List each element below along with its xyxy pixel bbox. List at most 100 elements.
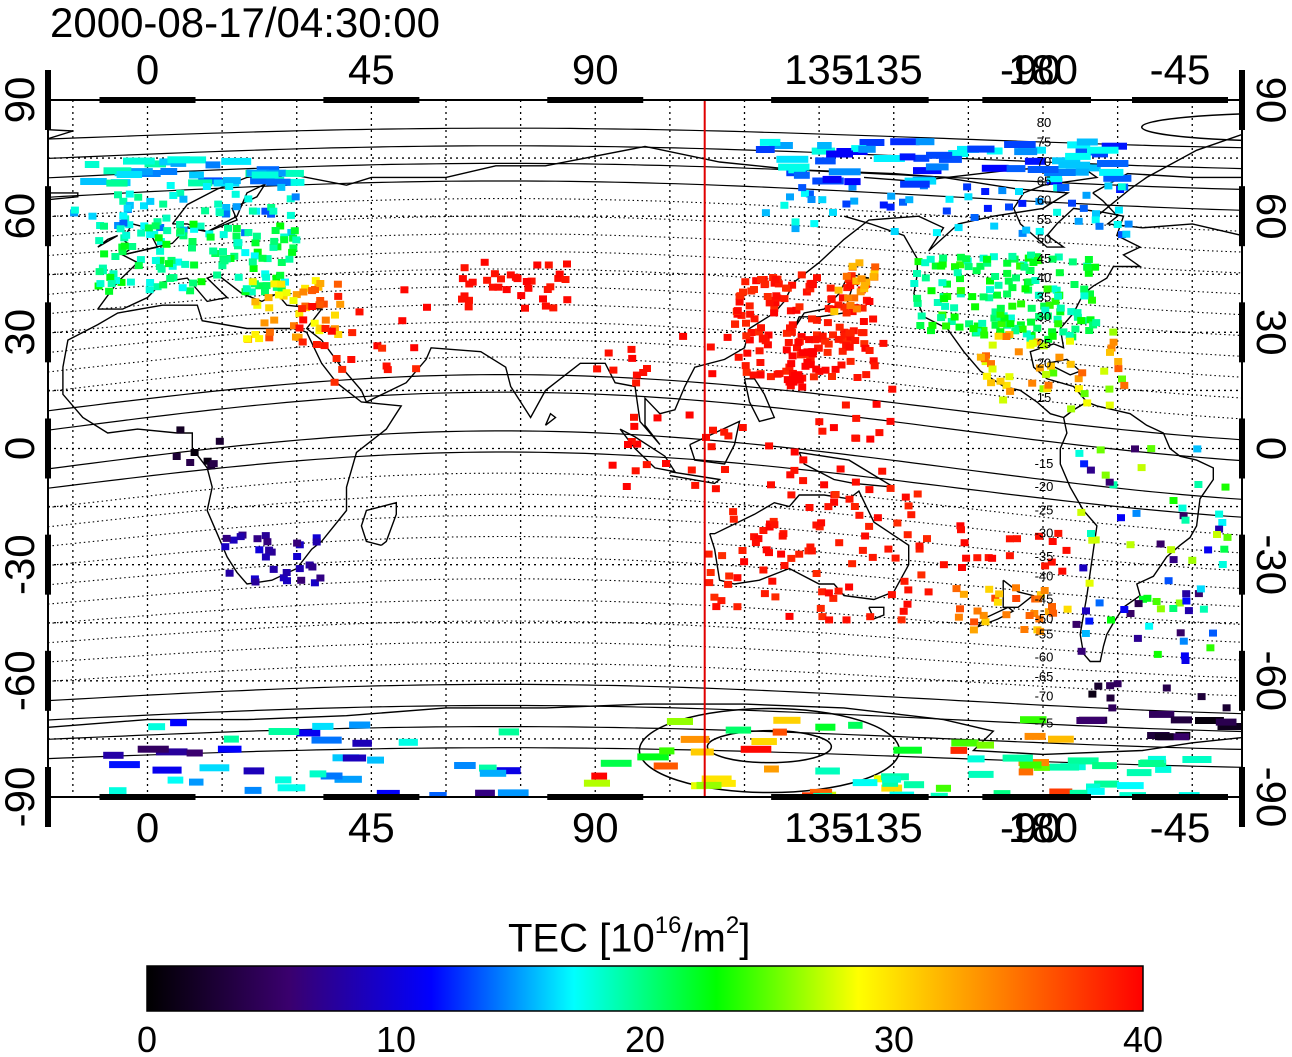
- tec-cell: [755, 328, 763, 336]
- tec-cell: [144, 160, 166, 168]
- tec-cell: [850, 503, 859, 510]
- x-tick-label-bottom: 180: [1008, 804, 1078, 851]
- tec-cell: [959, 590, 968, 598]
- coastline: [1096, 133, 1242, 217]
- tec-cell: [845, 343, 854, 351]
- magnetic-contour: [48, 662, 1242, 697]
- tec-cell: [759, 527, 768, 534]
- tec-cell: [813, 335, 822, 343]
- tec-cell: [817, 519, 826, 527]
- tec-cell: [993, 598, 1002, 606]
- tec-cell: [968, 293, 977, 301]
- tec-cell: [609, 366, 618, 374]
- tec-cell: [268, 728, 300, 735]
- tec-cell: [274, 291, 283, 299]
- tec-cell: [1076, 717, 1106, 724]
- tec-cell: [845, 495, 854, 503]
- tec-cell: [990, 222, 999, 230]
- tec-cell: [269, 565, 278, 573]
- tec-cell: [1063, 605, 1072, 613]
- colorbar-tick-label: 10: [376, 1019, 416, 1057]
- tec-cell: [1074, 375, 1083, 383]
- tec-cell: [981, 188, 990, 195]
- tec-cell: [884, 545, 893, 553]
- tec-cell: [1047, 362, 1055, 370]
- tec-cell: [151, 222, 160, 230]
- tec-cell: [1067, 308, 1076, 316]
- tec-cell: [806, 361, 815, 369]
- tec-cell: [1097, 160, 1129, 167]
- tec-cell: [182, 156, 207, 164]
- tec-cell: [308, 303, 317, 310]
- tec-cell: [1182, 590, 1191, 598]
- tec-cell: [1006, 314, 1015, 322]
- tec-cell: [1092, 210, 1100, 218]
- tec-cell: [334, 775, 362, 783]
- magnetic-contour: [48, 726, 1242, 750]
- tec-cell: [994, 332, 1003, 340]
- tec-cell: [743, 349, 752, 357]
- tec-cell: [232, 225, 241, 232]
- tec-cell: [286, 195, 295, 203]
- tec-cell: [659, 747, 675, 755]
- x-tick-label-top: -135: [839, 46, 923, 93]
- tec-cell: [842, 616, 851, 624]
- tec-cell: [861, 532, 870, 540]
- tec-cell: [1176, 629, 1185, 637]
- tec-cell: [893, 519, 902, 527]
- y-tick-label-right: -90: [1248, 767, 1292, 828]
- tec-cell: [1107, 616, 1115, 624]
- tec-cell: [524, 284, 533, 292]
- tec-cell: [1080, 292, 1089, 300]
- tec-cell: [291, 193, 300, 201]
- tec-cell: [1017, 300, 1026, 308]
- tec-cell: [967, 755, 985, 763]
- coastline: [669, 471, 722, 485]
- tec-cell: [1088, 536, 1097, 544]
- tec-cell: [290, 227, 299, 235]
- tec-cell: [464, 303, 473, 311]
- tec-cell: [995, 590, 1004, 598]
- tec-cell: [956, 605, 964, 613]
- tec-cell: [316, 280, 325, 287]
- tec-cell: [334, 292, 343, 300]
- tec-cell: [1048, 735, 1074, 743]
- tec-cell: [1071, 325, 1080, 333]
- tec-cell: [267, 204, 276, 211]
- tec-cell: [1120, 381, 1129, 389]
- tec-cell: [1194, 590, 1203, 598]
- contour-label: 55: [1037, 212, 1051, 227]
- tec-cell: [107, 280, 116, 288]
- tec-cell: [917, 571, 926, 579]
- tec-cell: [709, 426, 717, 434]
- tec-cell: [1033, 338, 1042, 346]
- tec-cell: [1028, 339, 1037, 347]
- tec-cell: [1085, 579, 1094, 587]
- tec-cell: [690, 748, 714, 756]
- x-tick-label-bottom: -135: [839, 804, 923, 851]
- y-tick-labels-left: 90 60 30 0 -30 -60 -90: [0, 77, 43, 828]
- tec-cell: [156, 247, 165, 255]
- tec-cell: [999, 396, 1008, 404]
- tec-cell: [904, 502, 913, 510]
- tec-cell: [189, 220, 198, 228]
- tec-cell: [718, 552, 727, 560]
- tec-cell: [865, 486, 874, 494]
- tec-cell: [209, 460, 218, 468]
- tec-cell: [956, 275, 964, 283]
- tec-cell: [1020, 716, 1047, 724]
- tec-cell: [764, 765, 779, 773]
- tec-cell: [901, 493, 910, 501]
- tec-cell: [265, 328, 274, 336]
- tec-cell: [745, 336, 754, 344]
- tec-cell: [839, 336, 848, 344]
- tec-cell: [1081, 630, 1090, 637]
- tec-cell: [724, 432, 733, 440]
- tec-cell: [816, 604, 825, 612]
- tec-cell: [755, 347, 764, 355]
- tec-cell: [857, 275, 866, 283]
- tec-cell: [818, 427, 827, 435]
- tec-cell: [938, 279, 947, 287]
- tec-cell: [1147, 445, 1156, 453]
- tec-cell: [879, 201, 888, 209]
